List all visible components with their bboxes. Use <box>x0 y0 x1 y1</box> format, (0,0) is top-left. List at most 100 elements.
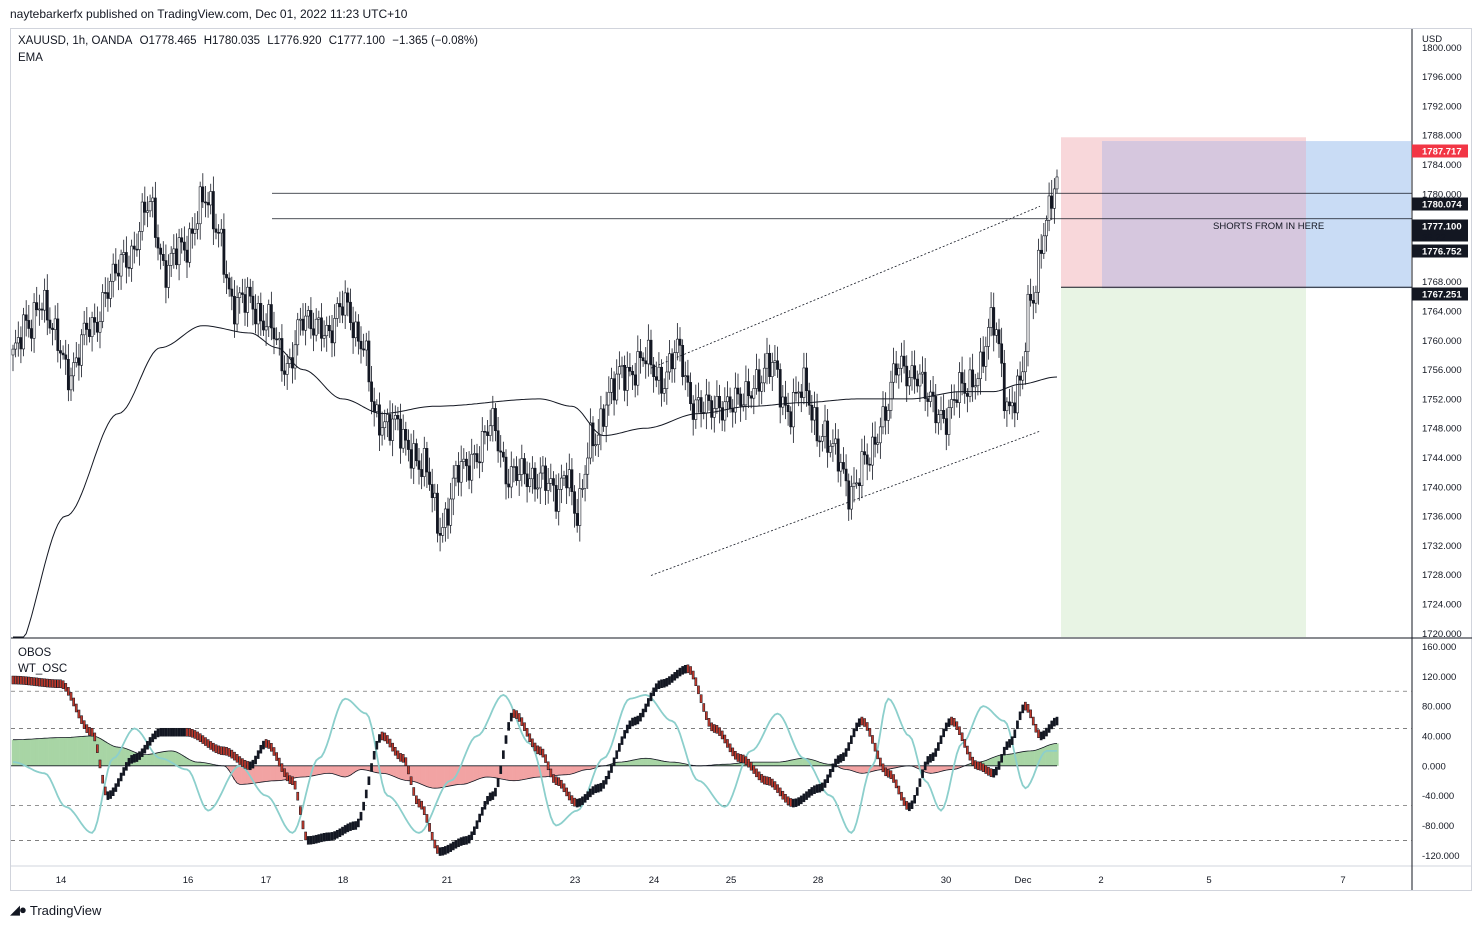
histogram-bar <box>1045 746 1049 766</box>
candle-body <box>786 404 790 413</box>
price-tick-label: 1768.000 <box>1422 277 1462 288</box>
candle-body <box>839 462 843 472</box>
candle-body <box>130 245 134 269</box>
candle-body <box>562 475 566 479</box>
wt1-bar <box>705 711 708 720</box>
histogram-bar <box>625 761 629 766</box>
candle-body <box>404 429 408 441</box>
wt1-bar <box>913 794 916 804</box>
wt1-bar <box>821 782 824 792</box>
histogram-bar <box>828 764 832 766</box>
histogram-bar <box>668 761 672 766</box>
histogram-bar <box>82 736 86 766</box>
histogram-bar <box>85 736 89 766</box>
candle-body <box>979 351 982 379</box>
wt1-bar <box>562 783 566 793</box>
candle-body <box>222 228 226 275</box>
wt1-bar <box>507 722 510 731</box>
osc-name-legend[interactable]: WT_OSC <box>18 663 68 675</box>
candle-body <box>359 340 363 350</box>
candle-body <box>259 303 263 322</box>
osc-title-legend[interactable]: OBOS <box>18 647 52 659</box>
candle-body <box>554 485 558 512</box>
wt1-bar <box>117 778 120 787</box>
candle-body <box>631 370 634 376</box>
wt1-bar <box>1002 746 1006 756</box>
wt1-bar <box>749 761 753 771</box>
open-value: O1778.465 <box>139 35 197 47</box>
candle-body <box>475 453 479 463</box>
candle-body <box>660 366 663 394</box>
candle-body <box>910 365 914 378</box>
wt1-bar <box>370 763 373 772</box>
wt1-bar <box>1034 723 1038 733</box>
price-tick-label: 1728.000 <box>1422 570 1462 581</box>
histogram-bar <box>641 758 645 766</box>
wt1-bar <box>254 755 257 765</box>
wt1-bar <box>90 727 94 737</box>
candle-body <box>934 396 938 424</box>
candle-body <box>559 477 563 490</box>
wt1-bar <box>328 832 331 841</box>
candle-body <box>913 365 917 380</box>
time-tick-label: 14 <box>56 875 67 886</box>
wt1-bar <box>871 735 874 744</box>
wt1-bar <box>16 675 20 685</box>
histogram-bar <box>59 737 63 766</box>
candle-body <box>443 508 447 528</box>
wt1-bar <box>989 768 993 777</box>
wt1-bar <box>652 687 655 697</box>
wt1-bar <box>56 679 60 688</box>
tradingview-brand: TradingView <box>29 902 102 918</box>
histogram-bar <box>151 753 155 766</box>
candle-body <box>902 355 906 367</box>
histogram-bar <box>496 765 500 779</box>
histogram-bar <box>784 761 788 766</box>
wt1-bar <box>449 843 452 852</box>
wt1-bar <box>918 778 922 787</box>
candle-body <box>90 317 94 337</box>
wt1-bar <box>499 765 503 774</box>
histogram-bar <box>383 765 387 774</box>
candle-body <box>552 478 555 486</box>
histogram-bar <box>826 764 830 766</box>
histogram-bar <box>480 765 484 778</box>
histogram-bar <box>818 762 822 766</box>
wt1-bar <box>1024 701 1027 711</box>
candle-body <box>82 322 86 336</box>
candle-body <box>496 430 500 452</box>
histogram-bar <box>204 762 208 766</box>
wt1-bar <box>868 728 872 737</box>
candle-body <box>243 294 247 313</box>
channel-upper-line <box>650 205 1041 369</box>
histogram-bar <box>193 761 197 766</box>
wt1-bar <box>1016 720 1019 730</box>
histogram-bar <box>74 736 78 766</box>
candle-body <box>810 404 814 421</box>
wt1-bar <box>670 674 674 683</box>
ema-legend[interactable]: EMA <box>18 52 43 64</box>
candle-body <box>939 410 943 416</box>
histogram-bar <box>639 758 643 766</box>
wt1-bar <box>1021 704 1025 714</box>
histogram-bar <box>317 765 321 775</box>
wt1-bar <box>968 751 972 761</box>
wt1-bar <box>272 747 276 756</box>
candle-body <box>599 408 603 436</box>
symbol-legend[interactable]: XAUUSD, 1h, OANDA O1778.465 H1780.035 L1… <box>18 35 482 47</box>
histogram-bar <box>665 761 669 766</box>
tradingview-footer[interactable]: ◢● TradingView <box>10 902 101 918</box>
histogram-bar <box>212 764 215 766</box>
histogram-bar <box>955 765 959 769</box>
tradingview-logo-icon: ◢● <box>10 902 27 917</box>
candle-body <box>88 329 91 337</box>
candle-body <box>1021 371 1025 381</box>
candle-body <box>797 391 801 394</box>
candle-body <box>921 371 924 375</box>
candle-body <box>161 254 165 261</box>
histogram-bar <box>660 760 664 766</box>
histogram-bar <box>560 765 563 775</box>
wt1-bar <box>886 769 890 778</box>
candle-body <box>483 431 487 433</box>
